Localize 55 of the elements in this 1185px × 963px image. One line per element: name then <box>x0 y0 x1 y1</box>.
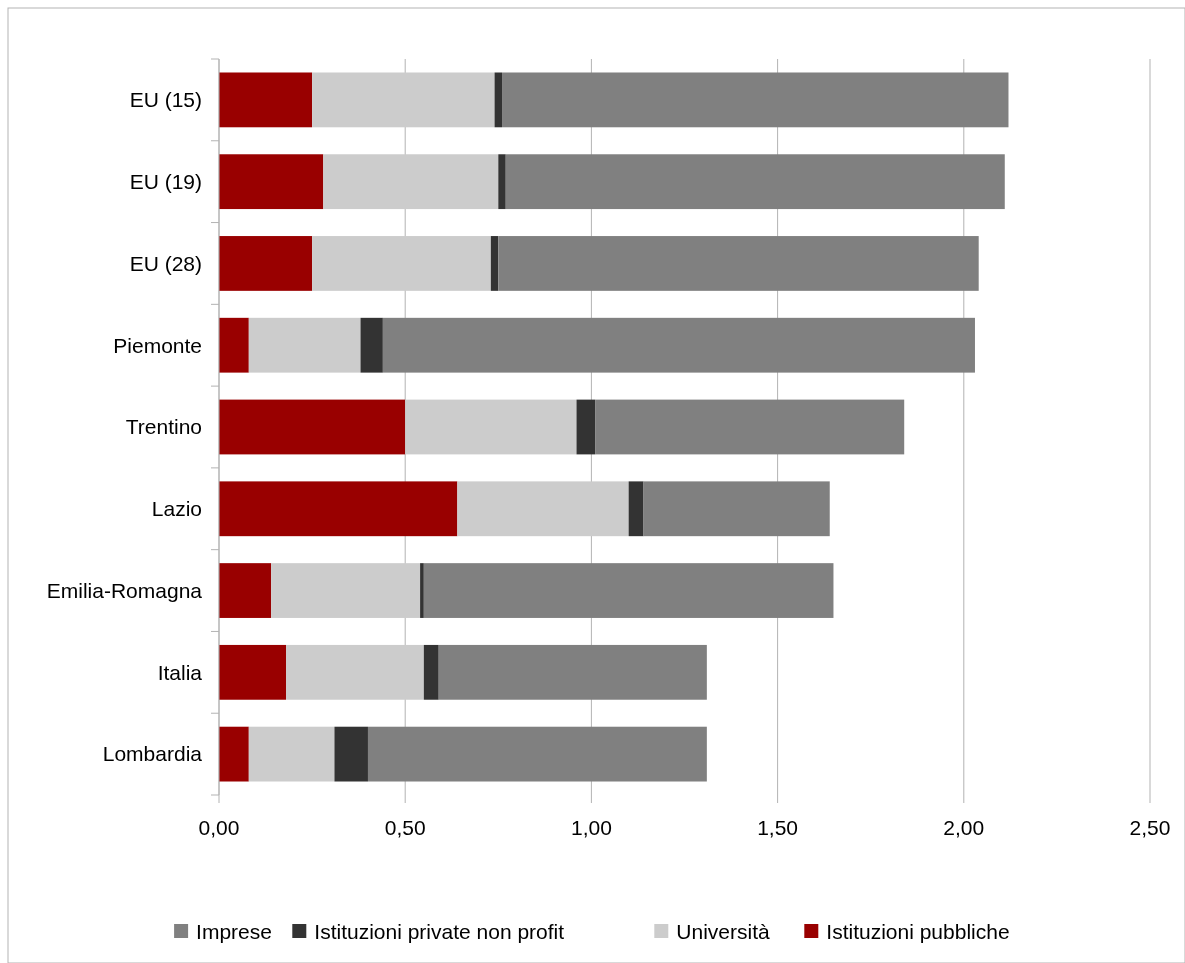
y-tick-label: Emilia-Romagna <box>46 578 203 602</box>
bar <box>498 236 979 291</box>
y-tick-label: Lombardia <box>102 742 203 766</box>
legend-label: Istituzioni private non profit <box>314 920 565 944</box>
bar <box>219 644 287 700</box>
y-tick-label: EU (15) <box>129 88 202 112</box>
y-tick-label: Piemonte <box>113 333 202 357</box>
bar <box>595 399 905 455</box>
bar <box>219 72 313 128</box>
x-tick-label: 0,00 <box>198 816 240 839</box>
legend-label: Istituzioni pubbliche <box>826 920 1010 944</box>
bar <box>312 236 491 291</box>
bar <box>576 399 596 455</box>
x-tick-label: 2,50 <box>1129 816 1171 839</box>
bar <box>219 236 313 291</box>
bar <box>334 726 368 782</box>
bar <box>498 154 506 210</box>
bar <box>490 236 499 291</box>
y-tick-label: Lazio <box>151 497 202 521</box>
bar <box>420 563 424 618</box>
y-tick-label: EU (28) <box>129 251 202 275</box>
bar <box>219 481 458 537</box>
bar <box>286 644 424 700</box>
x-tick-label: 0,50 <box>384 816 426 839</box>
bar <box>312 72 495 128</box>
x-tick-label: 1,50 <box>757 816 799 839</box>
bar <box>505 154 1005 210</box>
bar <box>323 154 499 210</box>
bar <box>405 399 577 455</box>
bar <box>219 399 406 455</box>
y-tick-label: Italia <box>157 660 203 684</box>
bar <box>457 481 629 537</box>
bar <box>628 481 644 537</box>
bar <box>271 563 421 618</box>
bar <box>502 72 1009 128</box>
bar <box>219 563 272 618</box>
x-tick-label: 2,00 <box>943 816 985 839</box>
bar <box>219 726 249 782</box>
bar <box>219 154 324 210</box>
bar <box>248 317 361 373</box>
bar <box>367 726 707 782</box>
y-tick-label: EU (19) <box>129 170 202 194</box>
bar <box>360 317 383 373</box>
bar <box>423 563 834 618</box>
legend-label: Università <box>676 920 770 944</box>
bar <box>494 72 503 128</box>
bar <box>382 317 975 373</box>
bar <box>219 317 249 373</box>
bar <box>248 726 335 782</box>
y-tick-label: Trentino <box>125 415 202 439</box>
bar <box>438 644 707 700</box>
legend-label: Imprese <box>196 920 272 944</box>
x-tick-label: 1,00 <box>570 816 612 839</box>
bar <box>423 644 439 700</box>
bar <box>643 481 830 537</box>
